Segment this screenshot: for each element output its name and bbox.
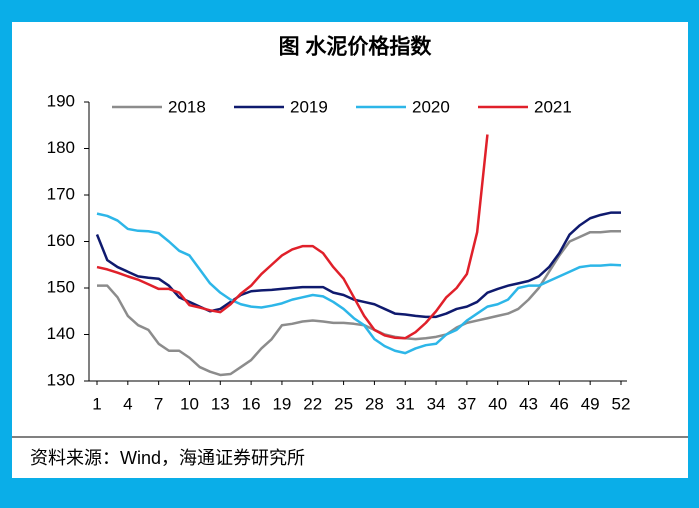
y-tick-label: 170 — [47, 184, 75, 203]
x-tick-label: 1 — [92, 394, 101, 413]
x-tick-label: 37 — [457, 394, 476, 413]
x-tick-label: 22 — [303, 394, 322, 413]
y-tick-label: 190 — [47, 91, 75, 110]
legend-label: 2018 — [168, 97, 206, 116]
y-tick-label: 180 — [47, 138, 75, 157]
x-tick-label: 40 — [488, 394, 507, 413]
x-tick-label: 7 — [154, 394, 163, 413]
x-tick-label: 52 — [612, 394, 631, 413]
x-tick-label: 49 — [581, 394, 600, 413]
x-tick-label: 25 — [334, 394, 353, 413]
x-tick-label: 46 — [550, 394, 569, 413]
x-tick-label: 4 — [123, 394, 132, 413]
x-tick-label: 34 — [427, 394, 446, 413]
x-tick-label: 43 — [519, 394, 538, 413]
x-tick-label: 13 — [211, 394, 230, 413]
x-tick-label: 31 — [396, 394, 415, 413]
y-tick-label: 130 — [47, 370, 75, 389]
legend-label: 2021 — [534, 97, 572, 116]
series-line — [96, 212, 622, 355]
x-tick-label: 28 — [365, 394, 384, 413]
y-tick-label: 150 — [47, 277, 75, 296]
series-line — [97, 230, 621, 377]
source: 资料来源：Wind，海通证券研究所 — [30, 448, 305, 468]
x-tick-label: 19 — [272, 394, 291, 413]
chart-title: 图 水泥价格指数 — [279, 35, 433, 59]
series-line — [96, 134, 489, 340]
legend-label: 2020 — [412, 97, 450, 116]
y-tick-label: 160 — [47, 231, 75, 250]
panel — [12, 22, 688, 478]
legend-label: 2019 — [290, 97, 328, 116]
x-tick-label: 16 — [242, 394, 261, 413]
y-tick-label: 140 — [47, 324, 75, 343]
x-tick-label: 10 — [180, 394, 199, 413]
